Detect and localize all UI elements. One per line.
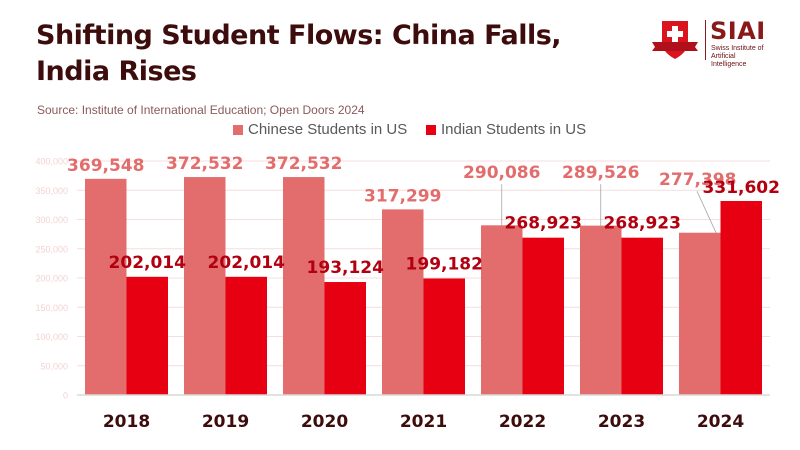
bar-indian (720, 201, 762, 395)
legend: Chinese Students in US Indian Students i… (0, 121, 800, 141)
legend-label-chinese: Chinese Students in US (248, 121, 408, 138)
data-label-chinese: 372,532 (265, 154, 342, 174)
logo-name: SIAI (710, 17, 766, 45)
data-label-indian: 202,014 (109, 253, 187, 273)
bar-indian (522, 237, 564, 395)
data-label-chinese: 369,548 (67, 156, 144, 176)
y-tick-label: 200,000 (35, 274, 68, 284)
bar-chinese (481, 225, 523, 395)
data-labels: 369,548 202,014 372,532 202,014 372,532 193,1… (67, 154, 780, 278)
bar-indian (126, 276, 168, 395)
x-tick-label: 2018 (103, 412, 150, 432)
bar-chinese (679, 232, 721, 395)
y-tick-label: 400,000 (35, 157, 68, 167)
data-label-chinese: 317,299 (364, 186, 441, 206)
legend-swatch-indian (426, 124, 436, 135)
y-tick-label: 300,000 (35, 215, 68, 225)
y-tick-label: 0 (63, 391, 68, 401)
y-tick-label: 350,000 (35, 186, 68, 196)
logo-divider (705, 20, 706, 60)
logo-tagline: Swiss Institute of Artificial Intelligen… (711, 45, 768, 69)
swiss-cross-horizontal (667, 31, 683, 37)
bar-chinese (85, 178, 127, 395)
chart-source: Source: Institute of International Educa… (37, 103, 365, 117)
logo-tagline-line1: Swiss Institute of (711, 45, 764, 52)
bar-indian (225, 276, 267, 395)
y-tick-label: 50,000 (40, 361, 68, 371)
label-leader-line (696, 191, 717, 233)
siai-logo: SIAI Swiss Institute of Artificial Intel… (648, 17, 768, 68)
x-tick-label: 2019 (202, 412, 249, 432)
legend-swatch-chinese (233, 124, 243, 135)
logo-tagline-line2: Artificial Intelligence (711, 53, 747, 68)
legend-item-indian: Indian Students in US (426, 121, 586, 138)
data-label-indian: 202,014 (208, 253, 286, 273)
bar-chinese (580, 225, 622, 395)
data-label-chinese: 372,532 (166, 154, 243, 174)
bar-indian (621, 237, 663, 395)
bar-chinese (184, 177, 226, 395)
x-axis-ticks: 2018 2019 2020 2021 2022 2023 2024 (103, 412, 744, 432)
data-label-chinese: 277,398 (659, 170, 736, 190)
y-tick-label: 150,000 (35, 303, 68, 313)
data-label-indian: 193,124 (307, 258, 385, 278)
bar-chinese (382, 209, 424, 395)
y-axis-ticks: 0 50,000 100,000 150,000 200,000 250,000 300,0… (35, 157, 68, 401)
bar-indian (423, 278, 465, 395)
data-label-chinese: 289,526 (562, 163, 639, 183)
y-tick-label: 100,000 (35, 332, 68, 342)
data-label-indian: 331,602 (703, 178, 780, 198)
bars (85, 177, 762, 395)
data-label-indian: 268,923 (604, 214, 681, 234)
x-tick-label: 2024 (697, 412, 744, 432)
label-leader-lines (501, 184, 717, 233)
bar-chinese (283, 177, 325, 395)
bar-indian (324, 282, 366, 395)
shield-ribbon (652, 42, 698, 51)
data-label-indian: 199,182 (406, 254, 483, 274)
x-tick-label: 2022 (499, 412, 546, 432)
x-tick-label: 2020 (301, 412, 348, 432)
data-label-indian: 268,923 (505, 214, 582, 234)
legend-item-chinese: Chinese Students in US (233, 121, 407, 138)
chart-title: Shifting Student Flows: China Falls, Ind… (36, 20, 562, 87)
x-tick-label: 2021 (400, 412, 447, 432)
data-label-chinese: 290,086 (463, 163, 540, 183)
legend-label-indian: Indian Students in US (441, 121, 587, 138)
logo-graphic (652, 20, 706, 60)
x-tick-label: 2023 (598, 412, 645, 432)
y-tick-label: 250,000 (35, 244, 68, 254)
